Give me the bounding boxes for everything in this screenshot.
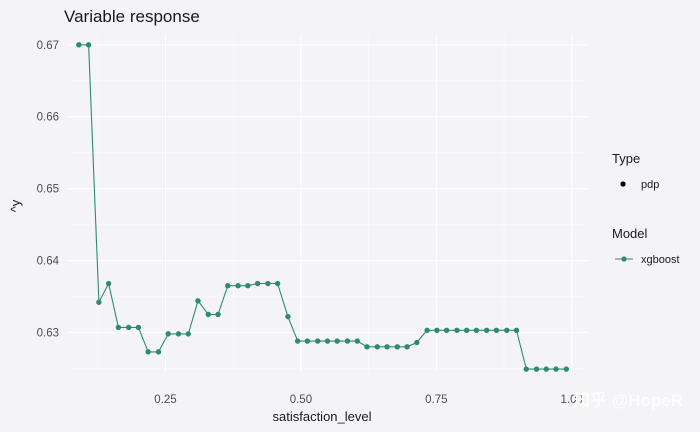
- data-point: [315, 338, 321, 344]
- data-point: [424, 327, 430, 333]
- data-point: [344, 338, 351, 344]
- x-tick-label: 0.50: [290, 394, 312, 406]
- legend-pdp-point-icon: [620, 181, 626, 187]
- x-tick-label: 0.25: [154, 394, 176, 406]
- data-point: [513, 327, 520, 333]
- data-point: [463, 327, 470, 333]
- x-tick-label: 0.75: [425, 394, 447, 406]
- data-point: [225, 283, 231, 289]
- data-point: [175, 331, 182, 337]
- data-point: [563, 366, 570, 372]
- data-point: [543, 366, 549, 372]
- data-point: [404, 344, 410, 350]
- data-point: [493, 327, 500, 333]
- data-point: [484, 327, 490, 333]
- data-point: [115, 324, 122, 331]
- data-point: [454, 327, 460, 333]
- chart-title: Variable response: [64, 7, 200, 26]
- data-point: [105, 280, 112, 287]
- x-axis-title: satisfaction_level: [273, 409, 372, 424]
- data-point: [155, 349, 162, 355]
- data-point: [85, 42, 92, 48]
- data-point: [434, 327, 440, 333]
- y-tick-label: 0.63: [37, 327, 59, 339]
- data-point: [553, 366, 559, 372]
- legend-type-title: Type: [612, 151, 640, 166]
- legend-model-label: xgboost: [641, 254, 680, 266]
- data-point: [285, 313, 291, 320]
- x-axis-ticks: 0.25 0.50 0.75 1.00: [154, 394, 583, 406]
- data-point: [394, 344, 401, 350]
- data-point: [215, 311, 221, 318]
- data-point: [195, 298, 201, 304]
- series-xgboost: [76, 42, 570, 372]
- data-point: [324, 338, 331, 344]
- data-point: [523, 366, 529, 372]
- data-point: [125, 324, 132, 331]
- data-point: [185, 331, 191, 337]
- y-tick-label: 0.67: [37, 40, 59, 52]
- data-point: [414, 339, 420, 346]
- data-point: [354, 338, 360, 344]
- data-point: [235, 283, 241, 289]
- y-tick-label: 0.64: [37, 256, 60, 268]
- data-point: [165, 331, 171, 337]
- data-point: [274, 280, 281, 287]
- data-point: [76, 42, 82, 48]
- data-point: [334, 338, 340, 344]
- data-point: [145, 349, 151, 355]
- legend-model-title: Model: [612, 226, 648, 241]
- data-point: [294, 338, 301, 344]
- data-point: [265, 280, 271, 287]
- data-point: [135, 324, 142, 331]
- data-point: [374, 344, 380, 350]
- y-axis-title: ^y: [8, 199, 23, 212]
- y-tick-label: 0.66: [37, 112, 59, 124]
- data-point: [443, 327, 450, 333]
- data-point: [245, 283, 251, 289]
- grid-lines: [68, 34, 588, 372]
- legend-xgboost-point-icon: [621, 256, 627, 262]
- data-point: [384, 344, 390, 350]
- data-point: [533, 366, 540, 372]
- data-point: [96, 299, 102, 305]
- x-tick-label: 1.00: [561, 394, 583, 406]
- data-point: [254, 280, 261, 287]
- data-point: [364, 344, 370, 350]
- legend: Type pdp Model xgboost: [612, 151, 680, 266]
- y-axis-ticks: 0.63 0.64 0.65 0.66 0.67: [37, 40, 60, 340]
- data-point: [205, 311, 211, 318]
- watermark: 知乎 @HopeR: [572, 390, 683, 410]
- legend-type-label: pdp: [641, 179, 659, 191]
- data-point: [473, 327, 480, 333]
- data-point: [504, 327, 510, 333]
- y-tick-label: 0.65: [37, 184, 59, 196]
- data-point: [304, 338, 311, 344]
